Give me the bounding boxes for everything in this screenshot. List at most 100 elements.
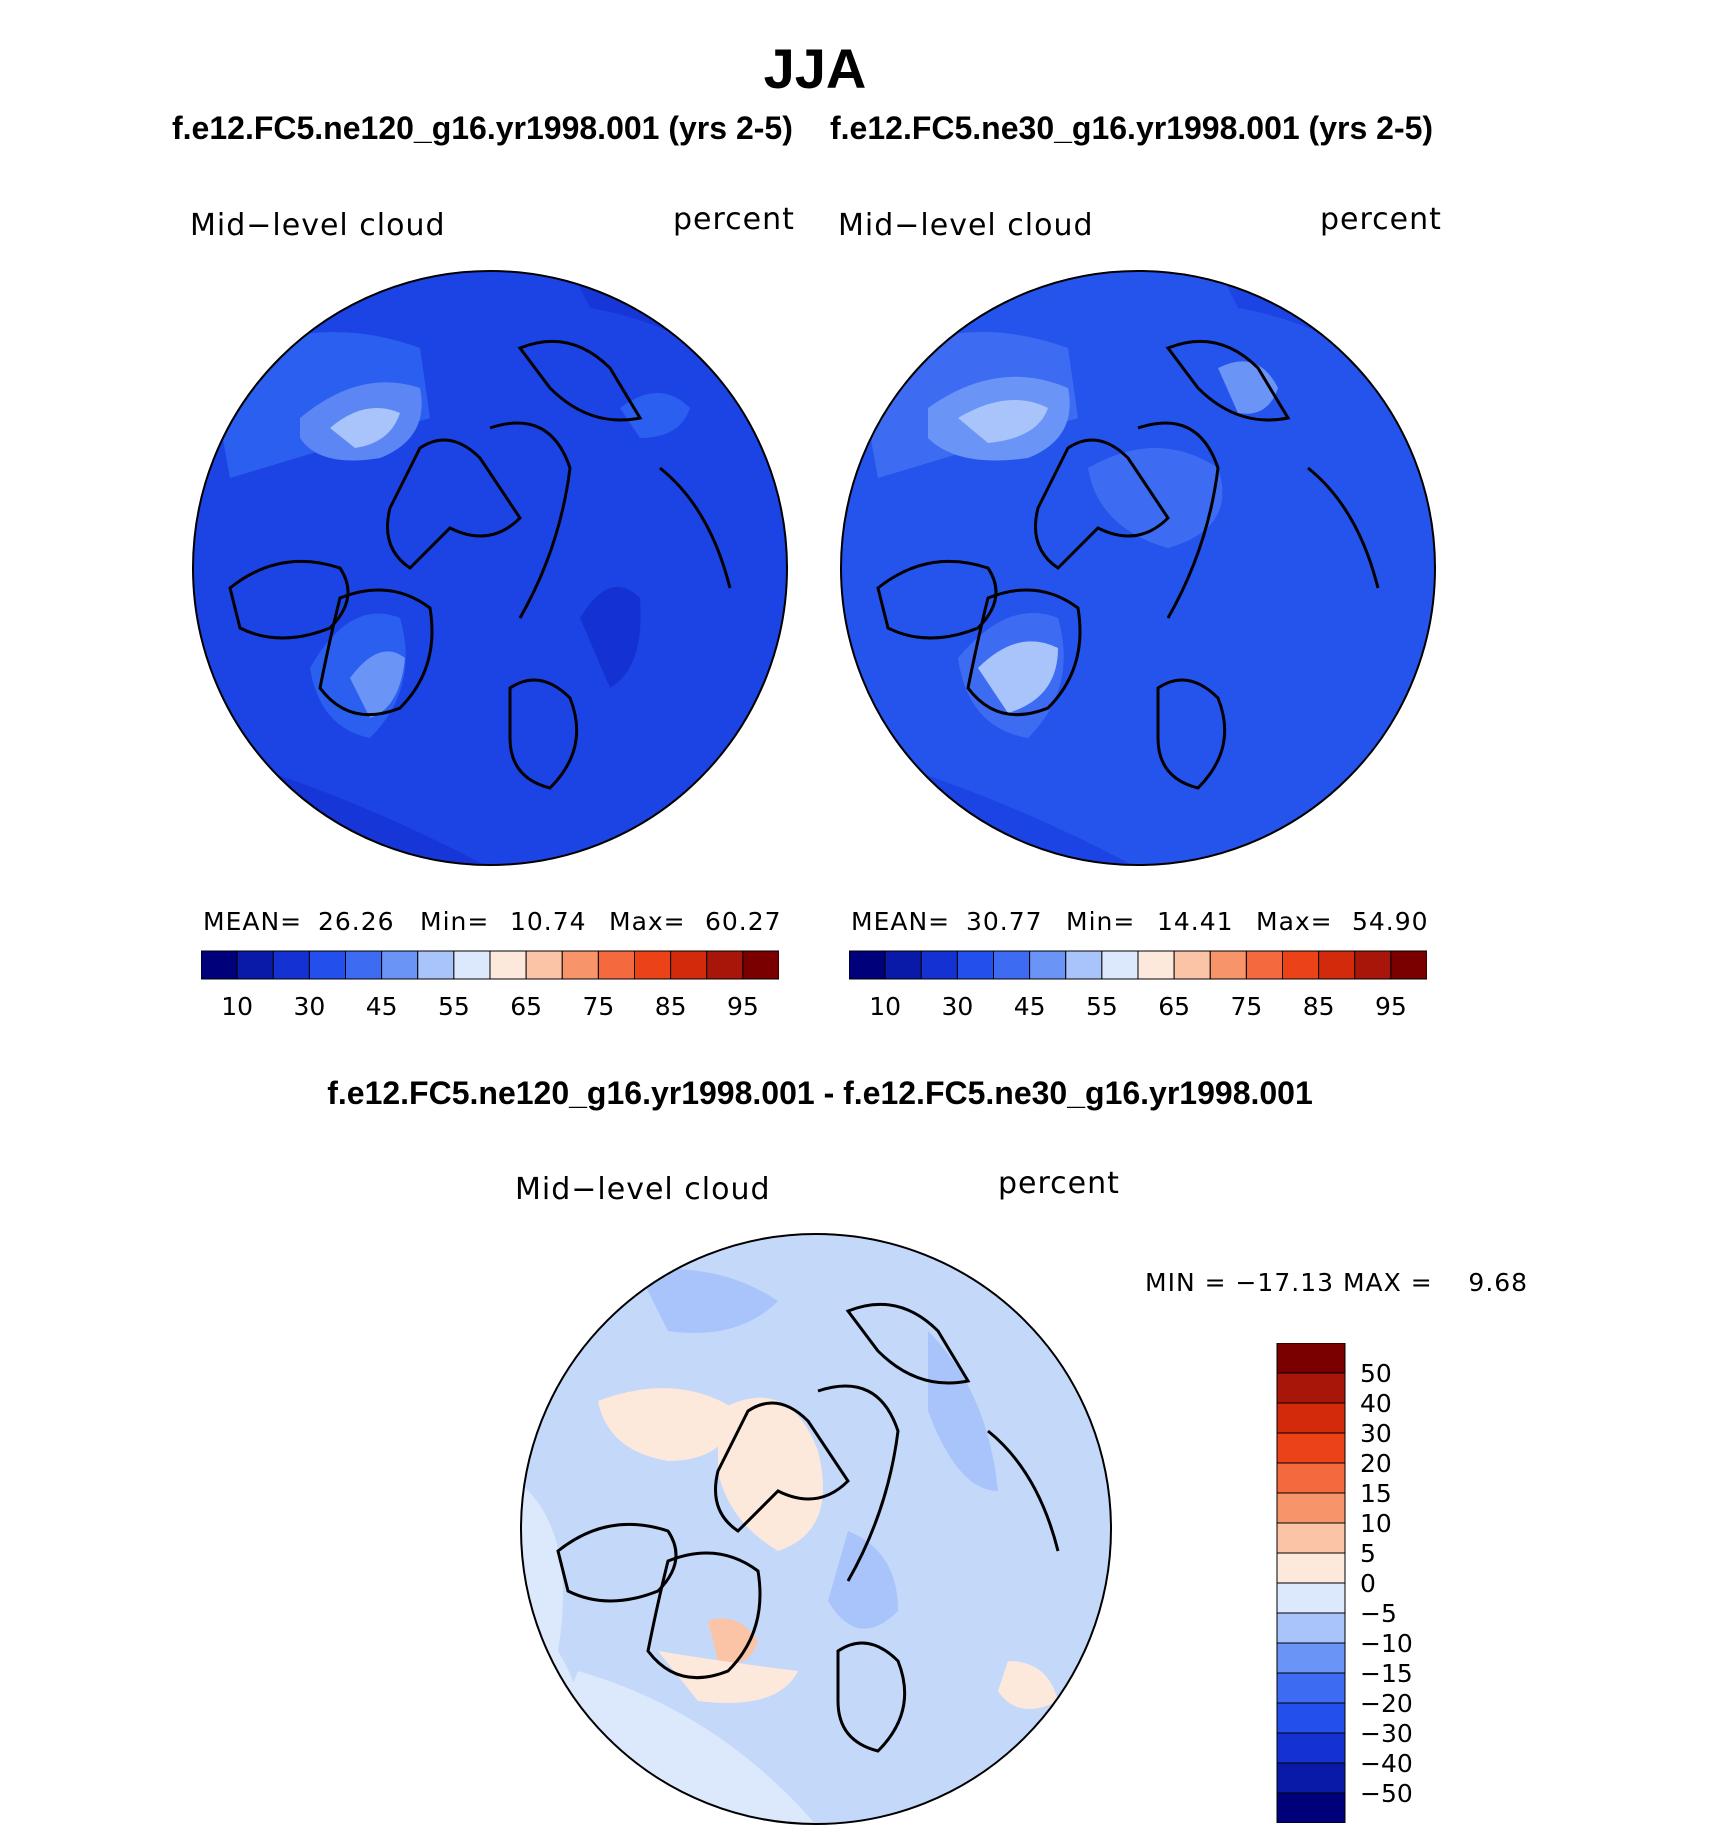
diff-minmax: MIN = −17.13 MAX = 9.68 <box>1145 1268 1529 1297</box>
left-coastline <box>659 466 732 589</box>
diff-map-region <box>828 1531 898 1629</box>
right-colorbar-swatch <box>1245 950 1283 980</box>
diff-coastline <box>987 1429 1060 1552</box>
diff-colorbar <box>1276 1343 1346 1823</box>
right-coastline <box>876 559 998 640</box>
diff-colorbar-tick: −50 <box>1360 1779 1413 1808</box>
diff-coastline <box>845 1302 971 1385</box>
right-min-value: 14.41 <box>1157 907 1234 936</box>
left-mean-label: MEAN= <box>203 907 303 936</box>
diff-coastline <box>646 1551 762 1680</box>
left-colorbar-swatch <box>706 950 744 980</box>
left-coastline <box>386 438 522 570</box>
right-colorbar-tick: 85 <box>1302 992 1335 1021</box>
left-colorbar-swatch <box>597 950 635 980</box>
right-mean-value: 30.77 <box>966 907 1043 936</box>
diff-colorbar-tick: −10 <box>1360 1629 1413 1658</box>
diff-colorbar-tick: 30 <box>1360 1419 1392 1448</box>
diff-colorbar-swatch <box>1276 1462 1346 1494</box>
right-colorbar-swatch <box>1029 950 1067 980</box>
diff-colorbar-swatch <box>1276 1672 1346 1704</box>
diff-map-region <box>708 1618 758 1664</box>
case-title-left: f.e12.FC5.ne120_g16.yr1998.001 (yrs 2-5) <box>172 110 793 146</box>
diff-colorbar-tick: 40 <box>1360 1389 1392 1418</box>
diff-colorbar-swatch <box>1276 1492 1346 1524</box>
left-colorbar-tick: 45 <box>365 992 398 1021</box>
right-colorbar-swatch <box>1137 950 1175 980</box>
diff-colorbar-swatch <box>1276 1642 1346 1674</box>
diff-colorbar-tick: 10 <box>1360 1509 1392 1538</box>
left-colorbar-swatch <box>453 950 491 980</box>
diff-colorbar-swatch <box>1276 1372 1346 1404</box>
diff-colorbar-swatch <box>1276 1762 1346 1794</box>
right-map-boundary <box>840 270 1436 866</box>
diff-colorbar-swatch <box>1276 1792 1346 1823</box>
right-colorbar-tick: 65 <box>1158 992 1191 1021</box>
left-mean-value: 26.26 <box>318 907 395 936</box>
right-max-value: 54.90 <box>1352 907 1429 936</box>
left-colorbar-swatch <box>236 950 274 980</box>
right-colorbar-swatch <box>849 950 886 980</box>
diff-colorbar-tick: −20 <box>1360 1689 1413 1718</box>
diff-map-region <box>928 1331 998 1491</box>
right-colorbar-tick: 45 <box>1013 992 1046 1021</box>
right-map-region <box>958 400 1048 443</box>
diff-colorbar-swatch <box>1276 1612 1346 1644</box>
left-colorbar-swatch <box>670 950 708 980</box>
left-colorbar <box>201 950 779 980</box>
right-colorbar-swatch <box>1209 950 1247 980</box>
diff-colorbar-tick: −40 <box>1360 1749 1413 1778</box>
left-variable-label: Mid−level cloud <box>190 208 446 243</box>
left-coastline <box>508 678 579 790</box>
right-coastline <box>1307 466 1380 589</box>
diff-map-region <box>658 1651 798 1703</box>
left-colorbar-swatch <box>345 950 383 980</box>
left-colorbar-tick: 75 <box>582 992 615 1021</box>
left-colorbar-swatch <box>381 950 419 980</box>
diff-map-region <box>598 1388 738 1461</box>
right-map-region <box>978 641 1058 713</box>
right-coastline <box>966 588 1082 717</box>
right-max-label: Max= <box>1256 907 1333 936</box>
left-coastline <box>517 339 643 422</box>
diff-colorbar-tick: −5 <box>1360 1599 1397 1628</box>
right-colorbar-tick: 30 <box>941 992 974 1021</box>
diff-map-region <box>638 1269 778 1333</box>
diff-colorbar-swatch <box>1276 1552 1346 1584</box>
right-colorbar-swatch <box>993 950 1031 980</box>
diff-colorbar-swatch <box>1276 1702 1346 1734</box>
left-coastline <box>318 588 434 717</box>
diff-colorbar-tick: 0 <box>1360 1569 1376 1598</box>
diff-colorbar-tick: −30 <box>1360 1719 1413 1748</box>
right-colorbar-swatch <box>1354 950 1392 980</box>
left-colorbar-tick: 55 <box>437 992 470 1021</box>
right-colorbar-tick: 75 <box>1230 992 1263 1021</box>
left-map-region <box>580 586 641 688</box>
left-colorbar-swatch <box>561 950 599 980</box>
right-polar-map <box>840 270 1436 866</box>
left-min-label: Min= <box>420 907 490 936</box>
left-colorbar-swatch <box>308 950 346 980</box>
diff-coastline <box>817 1384 900 1582</box>
left-max-label: Max= <box>609 907 686 936</box>
left-colorbar-swatch <box>634 950 672 980</box>
left-max-value: 60.27 <box>705 907 782 936</box>
diff-polar-map <box>520 1233 1112 1825</box>
left-coastline <box>228 559 350 640</box>
left-colorbar-tick: 85 <box>654 992 687 1021</box>
left-colorbar-swatch <box>525 950 563 980</box>
right-colorbar-swatch <box>884 950 922 980</box>
diff-coastline <box>556 1522 678 1603</box>
left-colorbar-tick: 30 <box>293 992 326 1021</box>
left-colorbar-swatch <box>272 950 310 980</box>
case-title-right: f.e12.FC5.ne30_g16.yr1998.001 (yrs 2-5) <box>830 110 1434 146</box>
left-map-region <box>350 651 405 718</box>
diff-map-region <box>998 1661 1058 1709</box>
right-coastline <box>1156 678 1227 790</box>
diff-colorbar-swatch <box>1276 1582 1346 1614</box>
right-colorbar-tick: 95 <box>1374 992 1407 1021</box>
left-polar-map <box>192 270 788 866</box>
left-colorbar-tick: 10 <box>221 992 254 1021</box>
left-colorbar-swatch <box>742 950 779 980</box>
season-title: JJA <box>763 37 867 100</box>
